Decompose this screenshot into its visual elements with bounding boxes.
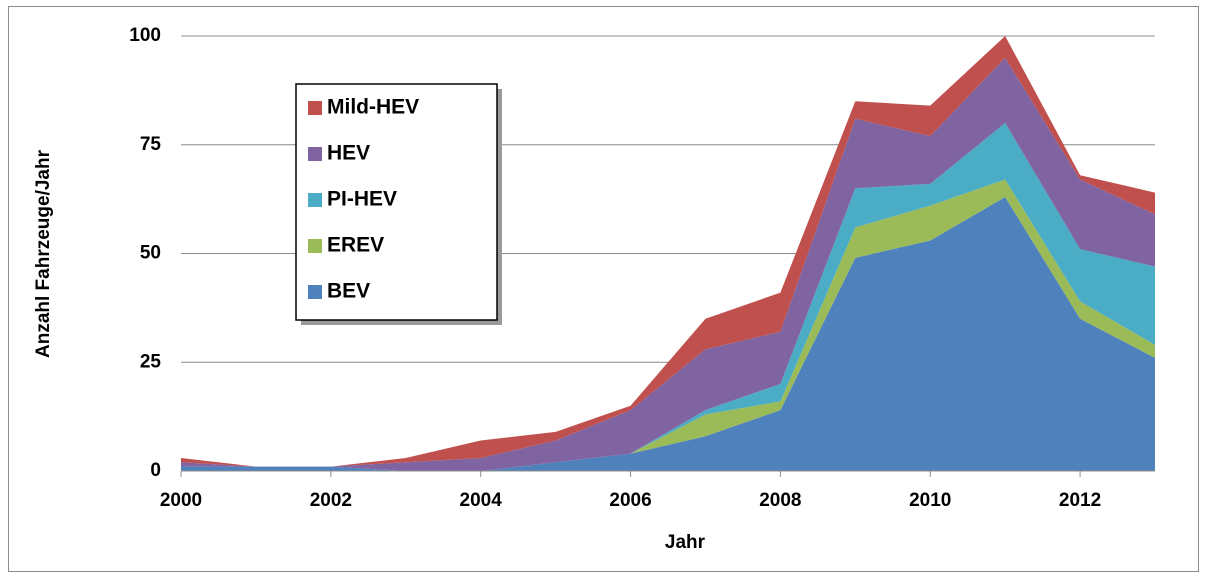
x-tick-label: 2008: [759, 490, 801, 511]
y-tick-label: 50: [140, 243, 161, 264]
legend: BEV EREV PI-HEV HEV Mild-HEV: [295, 83, 502, 325]
legend-label: HEV: [327, 142, 370, 165]
y-axis-label: Anzahl Fahrzeuge/Jahr: [33, 149, 54, 358]
legend-label: PI-HEV: [327, 188, 397, 211]
legend-swatch: [308, 147, 322, 161]
area: [181, 57, 1155, 471]
x-tick-label: 2002: [310, 490, 352, 511]
legend-label: BEV: [327, 280, 370, 303]
y-tick-label: 0: [150, 460, 161, 481]
x-axis-label: Jahr: [665, 532, 706, 553]
legend-swatch: [308, 193, 322, 207]
legend-swatch: [308, 285, 322, 299]
area: [181, 123, 1155, 471]
y-tick-label: 75: [140, 134, 162, 155]
legend-label: Mild-HEV: [327, 96, 419, 119]
x-tick-label: 2000: [160, 490, 202, 511]
x-tick-label: 2012: [1059, 490, 1101, 511]
x-tick-label: 2004: [460, 490, 503, 511]
legend-box: [295, 83, 498, 321]
y-tick-label: 100: [129, 25, 161, 46]
legend-swatch: [308, 239, 322, 253]
legend-swatch: [308, 101, 322, 115]
legend-label: EREV: [327, 234, 384, 257]
area: [181, 196, 1155, 471]
x-tick-label: 2010: [909, 490, 951, 511]
y-tick-label: 25: [140, 351, 162, 372]
x-tick-label: 2006: [609, 490, 651, 511]
